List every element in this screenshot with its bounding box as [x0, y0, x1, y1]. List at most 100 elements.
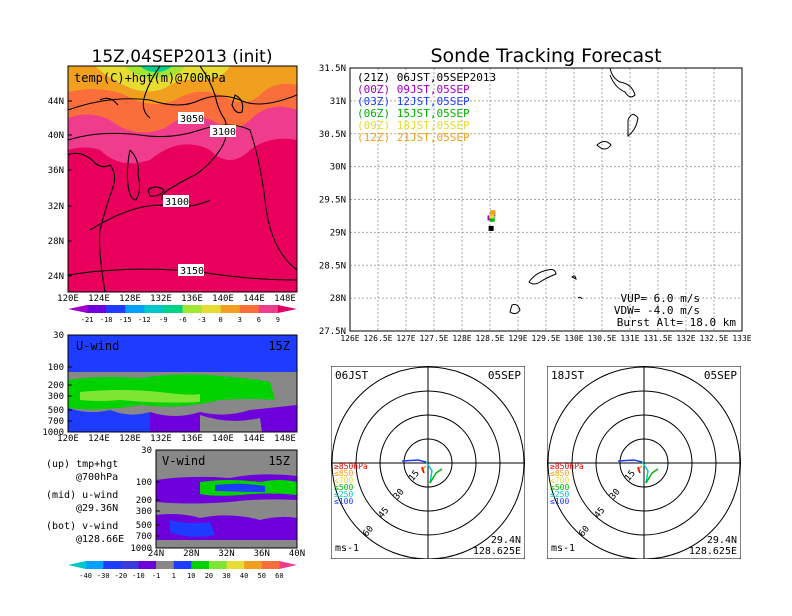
- map-lat-tick: 28N: [48, 237, 64, 247]
- track-lon-tick: 130.5E: [588, 334, 617, 343]
- coastlines: [68, 66, 244, 292]
- temp-colorbar-cell: [144, 305, 164, 313]
- track-lon-tick: 126E: [340, 334, 359, 343]
- uwind-x-tick: 128E: [119, 434, 141, 444]
- left-legend-line: @700hPa: [76, 472, 118, 483]
- track-param: Burst Alt= 18.0 km: [617, 316, 737, 329]
- track-lon-tick: 130E: [564, 334, 583, 343]
- wind-colorbar-label: -20: [115, 572, 128, 580]
- hodograph-lon: 128.625E: [473, 546, 521, 557]
- track-legend-item: (09Z) 18JST,05SEP: [357, 119, 470, 132]
- vwind-x-tick: 24N: [148, 549, 164, 559]
- map-lon-tick: 124E: [88, 294, 110, 304]
- temp-colorbar-cell: [258, 305, 279, 313]
- temp-colorbar-label: -18: [100, 316, 113, 324]
- uwind-y-tick: 300: [48, 392, 64, 402]
- contour-label-3050: 3050: [180, 114, 204, 125]
- wind-colorbar-label: 10: [187, 572, 195, 580]
- uwind-x-tick: 148E: [274, 434, 296, 444]
- wind-colorbar-label: -10: [132, 572, 145, 580]
- contour-label-3100-b: 3100: [165, 197, 189, 208]
- temp-colorbar-label: -15: [119, 316, 132, 324]
- contour-label-3100-a: 3100: [212, 127, 236, 138]
- wind-colorbar-label: -30: [97, 572, 110, 580]
- wind-colorbar-cell: [103, 561, 122, 569]
- temp-colorbar-label: -6: [178, 316, 186, 324]
- hodograph-trace-250: [425, 461, 433, 484]
- wind-colorbar-label: -40: [79, 572, 92, 580]
- uwind-panel: U-wind 15Z: [67, 334, 298, 433]
- map-lon-tick: 128E: [119, 294, 141, 304]
- left-legend: (up) tmp+hgt @700hPa (mid) u-wind @29.36N (b…: [46, 459, 124, 545]
- track-legend-item: (06Z) 15JST,05SEP: [357, 107, 470, 120]
- track-point: [488, 225, 494, 231]
- tracking-grid: [350, 68, 742, 331]
- track-lat-tick: 31.5N: [319, 64, 346, 74]
- track-lon-tick: 131.5E: [644, 334, 673, 343]
- vwind-x-tick: 32N: [218, 549, 234, 559]
- wind-colorbar-cell: [120, 561, 139, 569]
- hodograph-lon: 128.625E: [689, 546, 737, 557]
- uwind-x-tick: 144E: [243, 434, 265, 444]
- left-title: 15Z,04SEP2013 (init): [92, 47, 273, 67]
- track-lon-tick: 126.5E: [364, 334, 393, 343]
- uwind-y-tick: 500: [48, 406, 64, 416]
- temp-colorbar-label: 6: [257, 316, 261, 324]
- map-lon-tick: 132E: [150, 294, 172, 304]
- left-legend-line: @29.36N: [76, 503, 118, 514]
- hodograph-date: 05SEP: [704, 369, 737, 382]
- map-lon-tick: 120E: [57, 294, 79, 304]
- uwind-label: U-wind: [76, 339, 119, 353]
- wind-colorbar-label: 60: [275, 572, 283, 580]
- temp-colorbar-cell: [182, 305, 203, 313]
- temp-colorbar-label: -3: [197, 316, 205, 324]
- wind-colorbar-label: 30: [222, 572, 230, 580]
- map-lon-ticks: 120E 124E 128E 132E 136E 140E 144E 148E: [57, 294, 296, 304]
- track-lat-tick: 29.5N: [319, 196, 346, 206]
- hodograph-pressure-level: ≤850: [334, 469, 353, 478]
- wind-colorbar-label: 20: [205, 572, 213, 580]
- temp-colorbar-cell: [277, 305, 297, 313]
- hodograph-trace-500: [429, 468, 443, 484]
- hodograph-pressure-level: ≤700: [550, 476, 569, 485]
- hodograph-time: 18JST: [551, 369, 584, 382]
- temp-colorbar-cell: [220, 305, 241, 313]
- vwind-panel: V-wind 15Z: [155, 449, 298, 549]
- vwind-y-tick: 30: [141, 446, 152, 456]
- vwind-time: 15Z: [268, 454, 290, 468]
- left-legend-line: (bot) v-wind: [46, 521, 118, 532]
- track-lon-tick: 129.5E: [532, 334, 561, 343]
- hodograph-trace-100: [401, 459, 427, 463]
- uwind-y-tick: 1000: [42, 428, 64, 438]
- wind-colorbar-cell: [261, 561, 280, 569]
- track-lon-tick: 132E: [676, 334, 695, 343]
- track-param: VDW= -4.0 m/s: [614, 304, 700, 317]
- uwind-y-tick: 700: [48, 417, 64, 427]
- wind-colorbar-label: 40: [240, 572, 248, 580]
- hodograph-pressure-level: ≤850: [550, 469, 569, 478]
- hodograph-pressure-level: ≤700: [334, 476, 353, 485]
- uwind-y-tick: 200: [48, 381, 64, 391]
- wind-colorbar: -40 -30 -20 -10 -1 1 10 20 30 40 50 60: [68, 561, 297, 580]
- temp-colorbar-cell: [163, 305, 183, 313]
- hodograph-pressure-level: ≤250: [550, 490, 569, 499]
- hodograph-pressure-level: ≤500: [550, 483, 569, 492]
- uwind-y-tick: 100: [48, 363, 64, 373]
- hodograph-06jst: [331, 366, 525, 559]
- temp-colorbar-cell: [68, 305, 88, 313]
- uwind-x-tick: 132E: [150, 434, 172, 444]
- track-lon-tick: 131E: [620, 334, 639, 343]
- temperature-map: [68, 66, 297, 292]
- track-lon-tick: 129E: [508, 334, 527, 343]
- uwind-y-tick: 30: [53, 331, 64, 341]
- temp-colorbar-cell: [201, 305, 222, 313]
- vwind-label: V-wind: [162, 454, 205, 468]
- track-lon-tick: 128E: [452, 334, 471, 343]
- vwind-y-tick: 200: [136, 496, 152, 506]
- wind-colorbar-label: 50: [258, 572, 266, 580]
- track-point: [489, 213, 495, 219]
- track-legend-item: (00Z) 09JST,05SEP: [357, 83, 470, 96]
- tracking-ticks: 126E 126.5E 127E 127.5E 128E 128.5E 129E 129.5E…: [319, 64, 752, 343]
